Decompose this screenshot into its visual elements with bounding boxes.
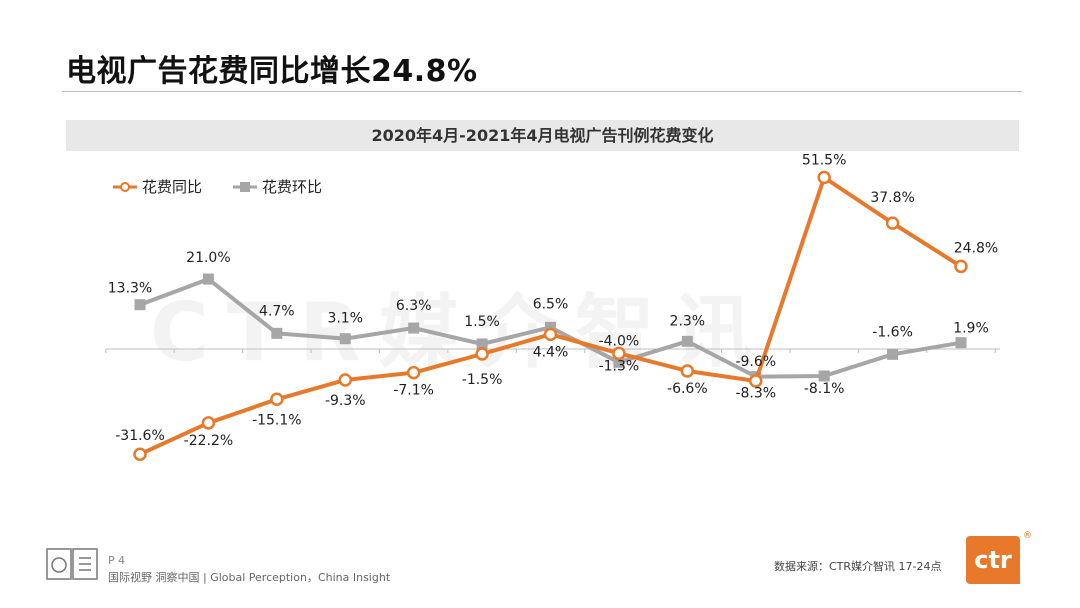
data-label-yoy: 4.4% — [533, 344, 569, 360]
footer-tagline: 国际视野 洞察中国 | Global Perception，China Insi… — [108, 571, 391, 584]
data-point-mom — [476, 338, 488, 350]
page-title: 电视广告花费同比增长24.8% — [66, 54, 478, 89]
data-label-mom: -8.3% — [735, 386, 776, 402]
data-point-yoy — [270, 392, 284, 407]
data-label-mom: -1.6% — [872, 324, 913, 340]
data-point-yoy — [406, 365, 421, 380]
data-point-yoy — [612, 346, 626, 361]
legend-marker-mom — [233, 181, 258, 192]
data-point-yoy — [201, 416, 216, 430]
data-point-yoy — [885, 216, 900, 230]
data-label-mom: 3.1% — [327, 311, 363, 327]
data-point-mom — [408, 322, 420, 334]
data-point-mom — [339, 333, 351, 345]
title-divider — [62, 91, 1022, 92]
data-label-yoy: -6.6% — [667, 381, 708, 397]
data-label-mom: -4.0% — [599, 333, 640, 349]
data-label-mom: 2.3% — [670, 313, 706, 329]
data-point-mom — [818, 370, 830, 382]
data-label-mom: 6.3% — [396, 298, 432, 314]
data-label-yoy: -22.2% — [184, 433, 234, 449]
data-point-yoy — [749, 374, 763, 388]
data-label-mom: -8.1% — [804, 381, 845, 397]
data-source: 数据来源：CTR媒介智讯 17-24点 — [774, 560, 942, 573]
data-point-mom — [887, 348, 899, 360]
chart-legend: 花费同比 花费环比 — [112, 176, 352, 197]
legend-label-mom: 花费环比 — [262, 178, 323, 196]
data-point-mom — [271, 327, 283, 339]
data-label-mom: 1.9% — [953, 321, 989, 337]
data-label-yoy: 24.8% — [954, 240, 998, 256]
data-label-yoy: -9.6% — [735, 354, 776, 370]
data-point-mom — [955, 337, 967, 349]
data-label-yoy: -7.1% — [393, 383, 434, 399]
data-label-yoy: 37.8% — [870, 190, 914, 206]
legend-marker-yoy — [113, 181, 137, 192]
data-point-yoy — [954, 259, 968, 274]
data-label-mom: 6.5% — [533, 296, 569, 312]
data-point-mom — [681, 335, 693, 347]
registered-mark: ® — [1023, 531, 1032, 541]
data-label-yoy: -15.1% — [252, 412, 302, 428]
data-point-yoy — [338, 373, 352, 387]
data-label-mom: 1.5% — [464, 314, 500, 330]
data-point-mom — [202, 273, 214, 285]
data-label-yoy: -31.6% — [115, 428, 165, 444]
data-point-yoy — [475, 347, 489, 361]
legend-item-mom: 花费环比 — [232, 176, 322, 197]
page-number: P 4 — [108, 554, 126, 567]
data-label-mom: 4.7% — [259, 303, 295, 319]
data-point-mom — [134, 299, 146, 311]
chart-title: 2020年4月-2021年4月电视广告刊例花费变化 — [66, 120, 1019, 151]
data-label-yoy: -1.5% — [462, 372, 503, 388]
data-point-mom — [545, 321, 556, 333]
data-point-yoy — [680, 364, 695, 378]
ctr-logo: ctr — [966, 536, 1020, 584]
data-point-yoy — [543, 327, 558, 342]
data-point-yoy — [817, 170, 831, 185]
data-label-yoy: -9.3% — [325, 393, 366, 409]
legend-label-yoy: 花费同比 — [142, 178, 203, 196]
data-point-yoy — [133, 447, 147, 461]
certification-logos-icon — [46, 548, 98, 580]
data-label-mom: 21.0% — [186, 250, 230, 266]
legend-item-yoy: 花费同比 — [112, 176, 202, 197]
data-label-mom: 13.3% — [108, 281, 152, 297]
data-label-yoy: 51.5% — [802, 153, 846, 169]
data-point-mom — [613, 356, 625, 368]
data-label-yoy: -1.3% — [599, 358, 640, 374]
